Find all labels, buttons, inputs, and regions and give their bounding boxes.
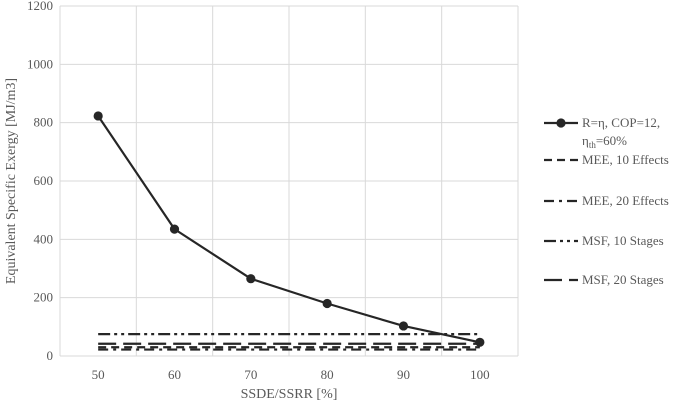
legend-eta: η (582, 133, 589, 148)
y-tick-label: 1200 (27, 0, 53, 13)
x-tick-label: 60 (168, 367, 181, 382)
y-tick-label: 200 (34, 290, 54, 305)
legend-marker (556, 118, 566, 128)
series-line-0 (97, 115, 481, 344)
series-group (93, 111, 485, 351)
y-tick-labels: 0 200 400 600 800 1000 1200 (27, 0, 53, 363)
y-tick-label: 600 (34, 173, 54, 188)
legend-label: MSF, 10 Stages (582, 233, 664, 248)
x-tick-label: 90 (397, 367, 410, 382)
legend-label: MEE, 20 Effects (582, 193, 669, 208)
y-tick-label: 0 (47, 348, 54, 363)
y-tick-label: 400 (34, 231, 54, 246)
data-point (246, 274, 256, 284)
gridlines (59, 5, 519, 357)
legend-label: MSF, 20 Stages (582, 272, 664, 287)
data-point (398, 321, 409, 331)
legend-subscript: th (589, 140, 597, 150)
legend-label-line2: ηth=60% (582, 133, 627, 150)
data-point (169, 224, 180, 234)
y-tick-label: 1000 (27, 56, 53, 71)
legend: R=η, COP=12, ηth=60% MEE, 10 Effects MEE, 2… (544, 115, 669, 287)
legend-label: R=η, COP=12, (582, 115, 660, 130)
y-axis-title: Equivalent Specific Exergy [MJ/m3] (4, 78, 19, 284)
x-axis-title: SSDE/SSRR [%] (241, 387, 338, 402)
legend-rest: =60% (596, 133, 627, 148)
y-tick-label: 800 (34, 115, 54, 130)
x-tick-label: 80 (321, 367, 334, 382)
data-point (475, 337, 485, 347)
data-point (322, 298, 332, 309)
x-tick-labels: 50 60 70 80 90 100 (92, 367, 490, 382)
legend-label: MEE, 10 Effects (582, 152, 669, 167)
x-tick-label: 70 (244, 367, 257, 382)
x-tick-label: 100 (470, 367, 490, 382)
data-point (93, 111, 103, 121)
x-tick-label: 50 (92, 367, 105, 382)
